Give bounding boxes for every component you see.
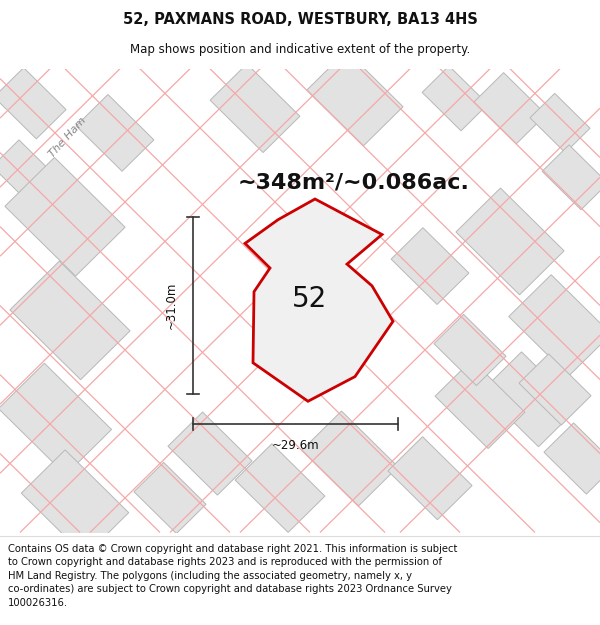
Polygon shape [76, 94, 154, 171]
Polygon shape [391, 228, 469, 304]
Polygon shape [0, 363, 112, 475]
Polygon shape [422, 66, 488, 131]
Polygon shape [5, 158, 125, 276]
Polygon shape [456, 188, 564, 295]
Polygon shape [542, 145, 600, 210]
Polygon shape [0, 68, 66, 139]
Polygon shape [388, 437, 472, 520]
Polygon shape [134, 462, 206, 534]
Polygon shape [482, 352, 578, 447]
Polygon shape [530, 93, 590, 152]
Text: Contains OS data © Crown copyright and database right 2021. This information is : Contains OS data © Crown copyright and d… [8, 544, 457, 608]
Polygon shape [10, 261, 130, 379]
Polygon shape [474, 72, 546, 144]
Text: The Ham: The Ham [47, 116, 89, 160]
Text: ~29.6m: ~29.6m [272, 439, 319, 452]
Polygon shape [245, 199, 393, 401]
Polygon shape [509, 275, 600, 376]
Polygon shape [434, 314, 506, 386]
Polygon shape [235, 444, 325, 532]
Polygon shape [302, 411, 398, 506]
Text: Map shows position and indicative extent of the property.: Map shows position and indicative extent… [130, 43, 470, 56]
Polygon shape [168, 412, 252, 495]
Polygon shape [435, 360, 525, 449]
Text: ~31.0m: ~31.0m [164, 282, 178, 329]
Text: 52, PAXMANS ROAD, WESTBURY, BA13 4HS: 52, PAXMANS ROAD, WESTBURY, BA13 4HS [122, 12, 478, 27]
Polygon shape [21, 450, 129, 556]
Polygon shape [544, 423, 600, 494]
Polygon shape [519, 354, 591, 425]
Polygon shape [0, 140, 58, 205]
Polygon shape [210, 64, 300, 152]
Text: 52: 52 [292, 285, 327, 313]
Polygon shape [307, 51, 403, 146]
Text: ~348m²/~0.086ac.: ~348m²/~0.086ac. [238, 173, 470, 192]
